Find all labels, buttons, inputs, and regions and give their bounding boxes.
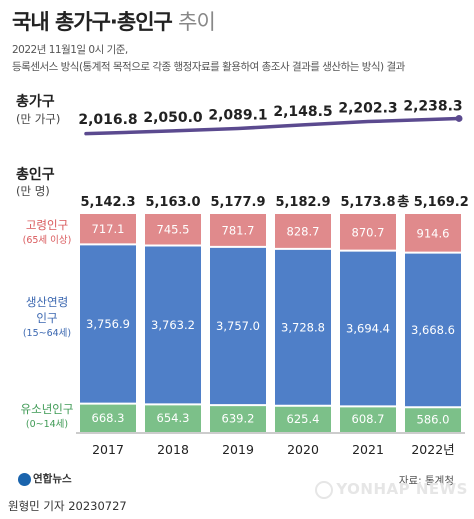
total-value-label: 5,182.9 [275, 195, 330, 210]
yonhap-logo: 연합뉴스 [18, 471, 72, 486]
subtitle-line-2: 등록센서스 방식(통계적 목적으로 각종 행정자료를 활용하여 총조사 결과를 … [12, 61, 405, 73]
households-value-label: 2,148.5 [273, 104, 332, 120]
youth-bar [80, 403, 136, 432]
working-label-line1: 생산연령 [25, 295, 69, 309]
x-tick-label: 2018 [157, 442, 189, 457]
youth-value-label: 639.2 [222, 412, 255, 426]
x-tick-label: 2020 [287, 442, 319, 457]
x-tick-label: 2022년 [411, 442, 454, 457]
x-tick-label: 2019 [222, 442, 254, 457]
working-value-label: 3,757.0 [216, 319, 260, 333]
total-value-label: 5,142.3 [80, 195, 135, 210]
working-value-label: 3,756.9 [86, 317, 130, 331]
youth-bar [340, 406, 396, 432]
elderly-bar [80, 214, 136, 245]
globe-icon [18, 472, 31, 486]
youth-value-label: 654.3 [157, 411, 190, 425]
working-label-sub: (15~64세) [22, 328, 72, 339]
watermark-icon [315, 480, 334, 499]
working-bar [210, 246, 266, 406]
elderly-value-label: 870.7 [352, 225, 385, 239]
youth-label-sub: (0~14세) [25, 419, 69, 430]
total-value-label: 총 5,169.2 [397, 194, 469, 210]
working-bar [80, 244, 136, 404]
x-tick-label: 2021 [352, 442, 384, 457]
youth-label: 유소년인구 (0~14세) [4, 401, 90, 433]
youth-bar [275, 405, 331, 432]
watermark: YONHAP NEWS [315, 480, 468, 499]
total-value-label: 5,163.0 [145, 195, 200, 210]
source-text: 자료: 통계청 [398, 475, 454, 487]
elderly-bar [275, 214, 331, 249]
elderly-bar [340, 214, 396, 251]
total-value-label: 5,177.9 [210, 195, 265, 210]
subtitle-line-1: 2022년 11월1일 0시 기준, [12, 44, 128, 56]
households-value-label: 2,050.0 [143, 110, 203, 126]
youth-value-label: 625.4 [287, 412, 320, 426]
elderly-bar [405, 214, 461, 253]
youth-bar [145, 404, 201, 432]
youth-bar [405, 407, 461, 432]
working-value-label: 3,694.4 [346, 322, 390, 336]
households-value-label: 2,016.8 [78, 112, 137, 128]
households-line-end [455, 114, 463, 122]
elderly-label-text: 고령인구 [25, 218, 69, 232]
working-value-label: 3,728.8 [281, 320, 325, 334]
elderly-bar [210, 214, 266, 247]
households-value-label: 2,238.3 [403, 98, 462, 114]
working-label-line2: 인구 [36, 311, 58, 325]
population-unit: (만 명) [16, 184, 50, 198]
working-bar [145, 245, 201, 405]
page-title: 국내 총가구·총인구 추이 [12, 10, 216, 34]
working-bar [340, 250, 396, 407]
credit-text: 원형민 기자 20230727 [8, 499, 127, 513]
elderly-value-label: 717.1 [92, 222, 125, 236]
households-title: 총가구 [16, 94, 55, 110]
households-value-label: 2,089.1 [208, 108, 267, 124]
elderly-value-label: 781.7 [222, 223, 255, 237]
elderly-bar [145, 214, 201, 246]
total-value-label: 5,173.8 [340, 195, 395, 210]
working-label: 생산연령 인구 (15~64세) [4, 294, 90, 342]
subtitle: 2022년 11월1일 0시 기준, 등록센서스 방식(통계적 목적으로 각종 … [12, 42, 405, 76]
elderly-label-sub: (65세 이상) [22, 235, 72, 246]
x-tick-label: 2017 [92, 442, 124, 457]
working-value-label: 3,668.6 [411, 323, 455, 337]
youth-label-text: 유소년인구 [20, 402, 74, 416]
youth-value-label: 668.3 [92, 411, 125, 425]
elderly-label: 고령인구 (65세 이상) [4, 217, 90, 249]
households-value-label: 2,202.3 [338, 101, 397, 117]
elderly-value-label: 828.7 [287, 224, 320, 238]
elderly-value-label: 745.5 [157, 223, 190, 237]
youth-value-label: 586.0 [417, 413, 450, 427]
working-value-label: 3,763.2 [151, 318, 195, 332]
households-line [84, 116, 461, 136]
population-title: 총인구 [16, 167, 55, 183]
working-bar [405, 252, 461, 408]
youth-bar [210, 405, 266, 432]
working-bar [275, 248, 331, 406]
elderly-value-label: 914.6 [417, 226, 450, 240]
youth-value-label: 608.7 [352, 412, 385, 426]
households-unit: (만 가구) [16, 112, 61, 126]
